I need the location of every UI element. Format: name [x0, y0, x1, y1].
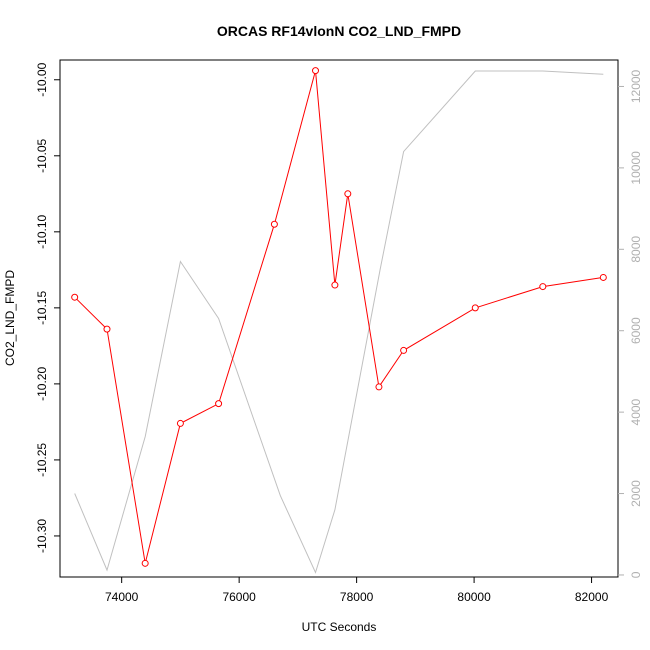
series-line-right-axis — [74, 70, 604, 574]
data-point — [471, 304, 479, 312]
y2-axis: 0 2000 4000 6000 8000 10000 12000 — [618, 69, 643, 578]
data-point — [176, 419, 184, 427]
series-line-left-axis — [74, 70, 604, 564]
y-tick-label: -10.05 — [35, 138, 49, 172]
y2-tick-label: 8000 — [629, 236, 643, 263]
y-axis-label: CO2_LND_FMPD — [3, 270, 17, 366]
data-point — [71, 293, 79, 301]
data-point — [599, 273, 607, 281]
x-tick-label: 80000 — [457, 590, 491, 604]
y2-tick-label: 2000 — [629, 480, 643, 507]
y2-tick-label: 10000 — [629, 151, 643, 185]
y2-tick-label: 4000 — [629, 398, 643, 425]
y-tick-label: -10.30 — [35, 519, 49, 553]
series-layer — [71, 67, 607, 574]
x-tick-label: 74000 — [105, 590, 139, 604]
data-point — [103, 325, 111, 333]
y2-tick-label: 0 — [629, 571, 643, 578]
data-point — [270, 220, 278, 228]
data-point — [331, 281, 339, 289]
data-point — [539, 283, 547, 291]
y-axis: -10.00 -10.05 -10.10 -10.15 -10.20 -10.25 -10.… — [35, 62, 60, 553]
y-tick-label: -10.25 — [35, 443, 49, 477]
y2-tick-label: 6000 — [629, 317, 643, 344]
y-tick-label: -10.10 — [35, 214, 49, 248]
data-point — [400, 346, 408, 354]
data-point — [375, 383, 383, 391]
data-point — [312, 67, 320, 75]
y-tick-label: -10.00 — [35, 62, 49, 96]
data-point — [344, 190, 352, 198]
x-axis: 74000 76000 78000 80000 82000 — [105, 577, 609, 604]
y-tick-label: -10.15 — [35, 291, 49, 325]
x-tick-label: 82000 — [575, 590, 609, 604]
y2-tick-label: 12000 — [629, 69, 643, 103]
x-axis-label: UTC Seconds — [302, 620, 377, 634]
y-tick-label: -10.20 — [35, 367, 49, 401]
data-point — [141, 559, 149, 567]
data-point — [215, 400, 223, 408]
x-tick-label: 76000 — [222, 590, 256, 604]
chart-title: ORCAS RF14vlonN CO2_LND_FMPD — [217, 23, 461, 39]
x-tick-label: 78000 — [340, 590, 374, 604]
plot-frame — [59, 59, 619, 578]
